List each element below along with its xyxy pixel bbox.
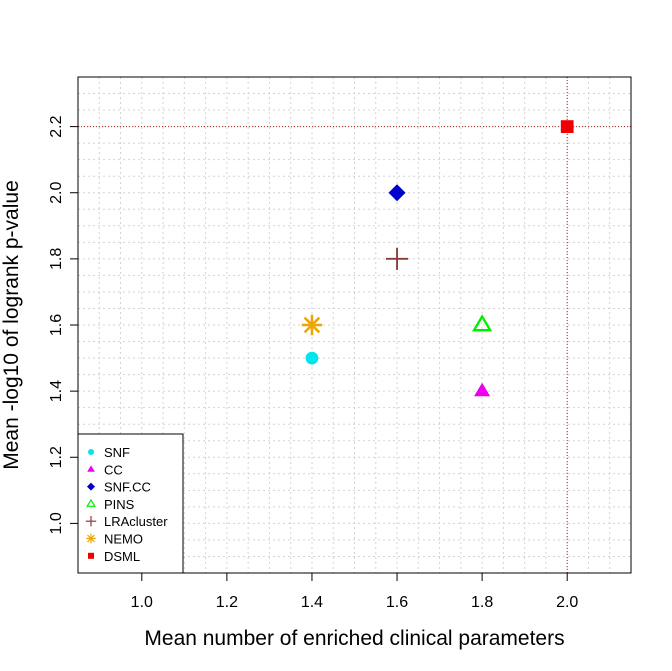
grid bbox=[77, 76, 632, 574]
marker-stroke bbox=[87, 534, 95, 543]
marker-shape bbox=[87, 465, 95, 472]
legend-marker-snf bbox=[88, 449, 94, 455]
legend-label-pins: PINS bbox=[104, 497, 135, 512]
y-tick-label: 1.0 bbox=[48, 512, 65, 534]
x-tick-label: 1.6 bbox=[386, 594, 408, 611]
legend-label-cc: CC bbox=[104, 462, 123, 477]
legend-marker-snf-cc bbox=[87, 482, 95, 491]
data-points bbox=[301, 120, 574, 397]
reference-lines bbox=[78, 77, 631, 573]
x-tick-label: 1.0 bbox=[131, 594, 153, 611]
legend-label-snf: SNF bbox=[104, 445, 130, 460]
y-tick-label: 2.0 bbox=[48, 182, 65, 204]
data-point-lracluster bbox=[385, 247, 409, 270]
legend-label-snf-cc: SNF.CC bbox=[104, 480, 151, 495]
x-tick-label: 1.2 bbox=[216, 594, 238, 611]
legend-marker-dsml bbox=[88, 552, 94, 559]
legend-marker-pins bbox=[86, 498, 96, 507]
marker-shape bbox=[388, 184, 406, 202]
legend-label-lracluster: LRAcluster bbox=[104, 514, 168, 529]
y-tick-label: 1.6 bbox=[48, 314, 65, 336]
marker-shape bbox=[88, 552, 94, 559]
marker-shape bbox=[86, 498, 96, 507]
marker-shape bbox=[471, 314, 493, 332]
x-tick-label: 1.8 bbox=[471, 594, 493, 611]
legend-label-dsml: DSML bbox=[104, 549, 140, 564]
legend-marker-nemo bbox=[86, 533, 96, 544]
x-tick-label: 1.4 bbox=[301, 594, 323, 611]
legend: SNF CC SNF.CC PINS LRAcluster NEMO DSML bbox=[77, 433, 184, 574]
data-point-snf bbox=[305, 351, 319, 365]
legend-marker-cc bbox=[87, 465, 95, 472]
legend-marker-lracluster bbox=[85, 516, 97, 527]
marker-shape bbox=[305, 351, 319, 365]
data-point-nemo bbox=[301, 314, 323, 336]
x-axis-title: Mean number of enriched clinical paramet… bbox=[144, 627, 564, 650]
marker-shape bbox=[88, 449, 94, 455]
data-point-snf-cc bbox=[388, 184, 406, 202]
x-axis: 1.0 1.2 1.4 1.6 1.8 2.0 bbox=[131, 573, 578, 611]
data-point-pins bbox=[471, 314, 493, 332]
y-axis-title: Mean -log10 of logrank p-value bbox=[0, 180, 23, 470]
y-tick-label: 2.2 bbox=[48, 115, 65, 137]
y-axis: 1.0 1.2 1.4 1.6 1.8 2.0 2.2 bbox=[48, 115, 78, 535]
y-tick-label: 1.8 bbox=[48, 248, 65, 270]
data-point-dsml bbox=[560, 120, 574, 133]
marker-shape bbox=[560, 120, 574, 133]
legend-label-nemo: NEMO bbox=[104, 532, 143, 547]
x-tick-label: 2.0 bbox=[556, 594, 578, 611]
marker-shape bbox=[87, 482, 95, 491]
legend-box bbox=[77, 433, 184, 574]
data-point-cc bbox=[474, 382, 491, 397]
marker-shape bbox=[474, 382, 491, 397]
y-tick-label: 1.2 bbox=[48, 446, 65, 468]
y-tick-label: 1.4 bbox=[48, 380, 65, 402]
marker-stroke bbox=[303, 316, 321, 334]
